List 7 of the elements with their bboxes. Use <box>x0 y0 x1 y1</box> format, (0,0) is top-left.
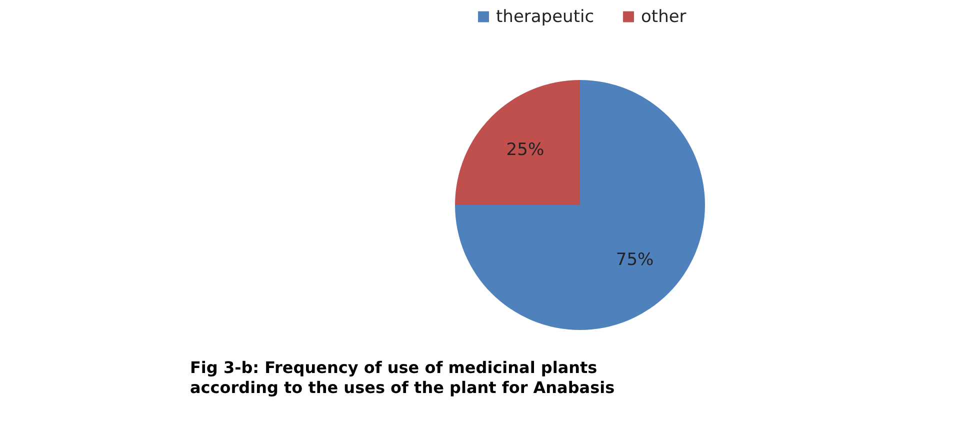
legend-label: other <box>641 6 686 27</box>
pie-slice <box>455 80 705 330</box>
pie-slice <box>455 80 580 205</box>
data-label: 75% <box>616 250 654 270</box>
data-label: 25% <box>506 140 544 160</box>
legend-label: therapeutic <box>496 6 594 27</box>
text: Fig 3-b: Frequency of use of medicinal plants according to the uses of the plant for Anabasis <box>190 358 615 397</box>
